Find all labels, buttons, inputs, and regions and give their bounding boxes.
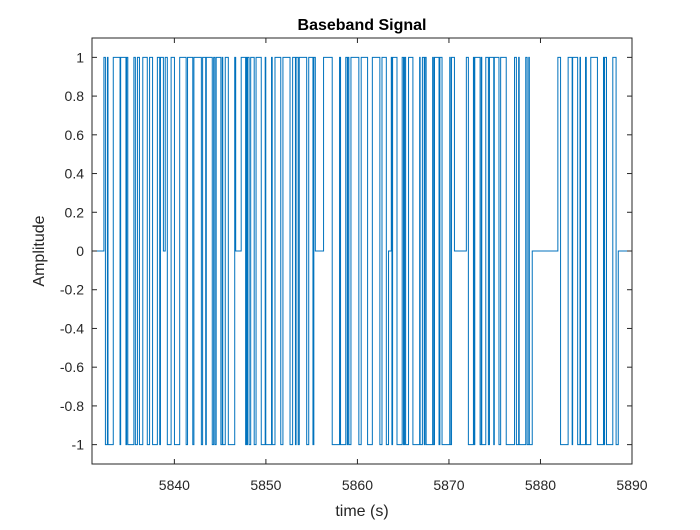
- y-tick-label: 1: [76, 49, 84, 65]
- x-tick-label: 5850: [250, 477, 281, 493]
- x-tick-label: 5880: [525, 477, 556, 493]
- y-tick-label: 0.8: [65, 88, 85, 104]
- y-axis-label: Amplitude: [31, 215, 48, 286]
- y-tick-label: 0.4: [65, 166, 85, 182]
- chart-title: Baseband Signal: [298, 17, 427, 34]
- y-tick-label: -0.2: [60, 282, 84, 298]
- y-tick-label: -0.4: [60, 320, 84, 336]
- y-tick-label: 0.2: [65, 204, 85, 220]
- x-tick-label: 5870: [433, 477, 464, 493]
- x-axis-ticks: 5840 5850 5860 5870 5880 5890: [159, 38, 648, 493]
- y-tick-label: -0.8: [60, 398, 84, 414]
- y-tick-label: -0.6: [60, 359, 84, 375]
- y-axis-ticks: 1 0.8 0.6 0.4 0.2 0 -0.2 -0.4 -0.6 -0.8 -1: [60, 49, 632, 453]
- x-tick-label: 5890: [616, 477, 647, 493]
- signal-series-line: [92, 56, 632, 446]
- y-tick-label: 0.6: [65, 127, 85, 143]
- signal-layer: [92, 56, 632, 446]
- x-tick-label: 5840: [159, 477, 190, 493]
- y-tick-label: 0: [76, 243, 84, 259]
- x-axis-label: time (s): [335, 503, 388, 520]
- x-tick-label: 5860: [342, 477, 373, 493]
- y-tick-label: -1: [72, 437, 85, 453]
